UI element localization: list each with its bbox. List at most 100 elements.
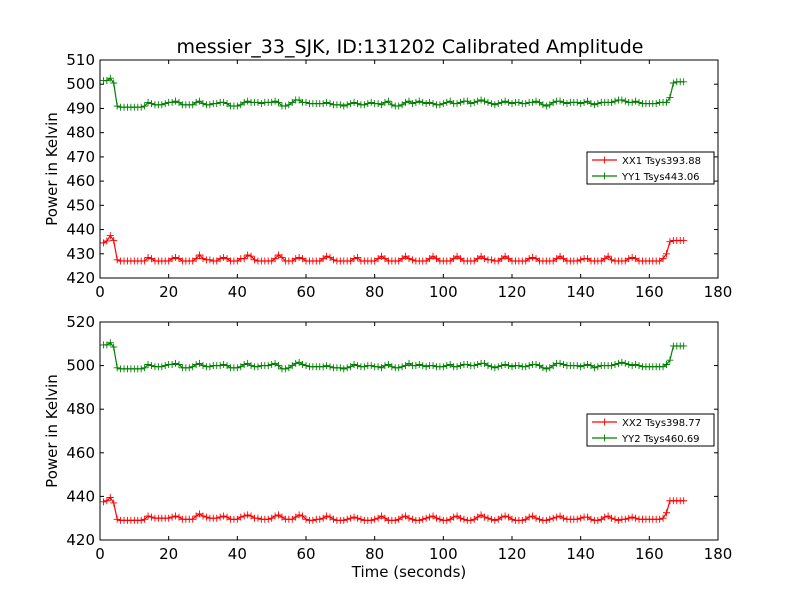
data-point [525,513,533,521]
data-point [216,362,224,370]
data-point [666,238,674,246]
data-point [419,515,427,523]
data-point [656,515,664,523]
data-point [299,512,307,520]
data-point [590,364,598,372]
legend-marker [601,172,608,180]
data-point [515,362,523,370]
data-point [206,256,214,264]
data-point [402,98,410,106]
data-point [281,102,289,110]
data-point [240,361,248,369]
data-point [443,516,451,524]
data-point [614,516,622,524]
data-point [113,515,121,523]
x-tick-label: 140 [566,545,595,563]
data-point [415,516,423,524]
data-point [621,359,629,367]
data-point [367,98,375,106]
data-point [141,515,149,523]
data-point [584,361,592,369]
chart-title: messier_33_SJK, ID:131202 Calibrated Amp… [177,36,644,58]
data-point [508,100,516,108]
data-point [103,497,111,505]
data-point [590,101,598,109]
data-point [659,514,667,522]
data-point [347,514,355,522]
data-point [323,512,331,520]
data-point [608,98,616,106]
data-point [560,361,567,369]
plots-group: 0 20 40 60 80 100 120 140 160 180 420 430 440 450 460 4… [43,51,732,581]
data-point [635,98,643,106]
data-point [144,253,152,261]
data-point [213,514,221,522]
data-point [275,362,283,370]
data-point [663,509,670,517]
data-point [106,339,114,347]
data-point [106,74,114,82]
data-point [494,100,502,108]
y-tick-label: 420 [66,531,95,549]
data-point [608,256,616,264]
data-point [329,256,337,264]
data-point [460,515,468,523]
data-point [175,361,183,369]
data-point [233,102,241,110]
data-point [278,253,286,261]
data-point [391,516,399,524]
legend-label: XX2 Tsys398.77 [622,418,701,429]
x-tick-label: 0 [95,283,105,301]
data-point [680,78,688,86]
data-point [271,512,279,520]
x-tick-label: 180 [704,545,733,563]
data-point [374,100,382,108]
data-point [487,363,495,371]
data-point [573,515,581,523]
data-point [463,361,471,369]
data-point [594,100,602,108]
data-point [412,362,420,370]
data-point [491,364,499,372]
data-point [172,253,180,261]
x-tick-label: 0 [95,545,105,563]
data-point [384,97,392,105]
data-point [141,102,149,110]
data-point [168,255,176,263]
data-point [408,515,416,523]
data-point [429,100,437,108]
data-point [367,362,375,370]
data-point [340,102,348,110]
y-tick-label: 470 [66,148,95,166]
data-point [206,101,214,109]
data-point [453,363,461,371]
data-point [539,364,547,372]
data-point [161,100,169,108]
data-point [264,515,272,523]
data-point [172,359,180,367]
data-point [611,97,619,105]
data-point [141,364,149,372]
data-point [185,364,193,372]
data-point [587,100,595,108]
data-point [148,362,155,370]
data-point [563,100,571,108]
data-point [628,253,636,261]
legend-box [586,413,715,447]
x-tick-label: 160 [635,283,664,301]
data-point [412,98,420,106]
data-point [220,512,228,520]
data-point [498,362,506,370]
data-point [618,96,626,104]
data-point [532,514,540,522]
data-point [247,362,255,370]
data-point [168,98,176,106]
y-tick-label: 500 [66,75,95,93]
data-point [408,100,416,108]
data-point [525,255,533,263]
data-point [137,365,145,373]
data-point [106,232,114,240]
data-point [347,100,355,108]
data-point [99,498,107,506]
data-point [388,363,396,371]
